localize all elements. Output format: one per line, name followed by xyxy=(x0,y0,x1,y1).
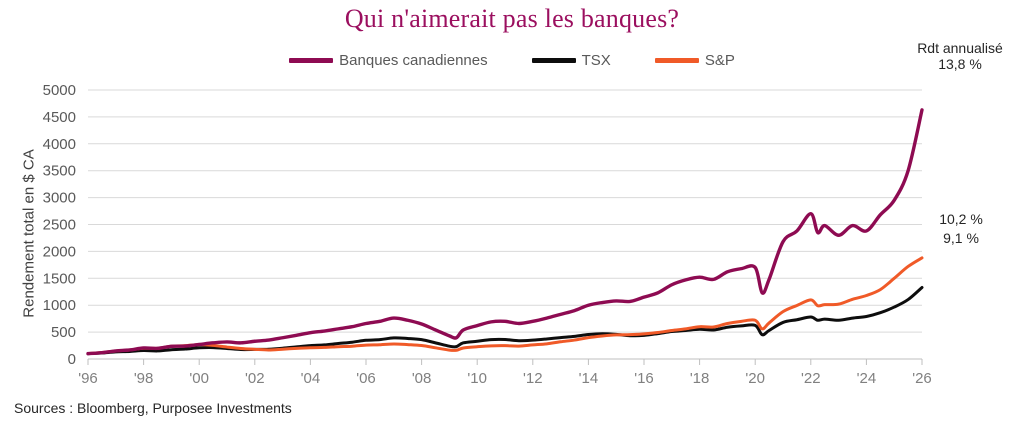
page-title: Qui n'aimerait pas les banques? xyxy=(344,4,680,33)
x-axis-tick-label: '14 xyxy=(579,370,599,387)
data-series-group xyxy=(86,108,924,356)
x-axis-tick-label: '10 xyxy=(467,370,487,387)
source-note: Sources : Bloomberg, Purposee Investment… xyxy=(14,400,292,416)
y-axis-tick-label: 3000 xyxy=(43,190,76,207)
x-axis-tick-label: '08 xyxy=(412,370,432,387)
y-axis-tick-labels: 0 500 1000 1500 2000 2500 3000 3500 4000 4500 5000 xyxy=(43,82,76,368)
y-axis-tick-label: 5000 xyxy=(43,82,76,99)
x-axis-tick-label: '04 xyxy=(301,370,321,387)
y-axis-tick-label: 0 xyxy=(68,351,76,368)
x-axis-tick-label: '06 xyxy=(356,370,376,387)
x-axis-tick-label: '00 xyxy=(189,370,209,387)
x-axis-tick-labels: '96 '98 '00 '02 '04 '06 '08 '10 '12 '14 '16 '18 '20 '… xyxy=(78,370,932,387)
y-axis-tick-label: 500 xyxy=(51,324,76,341)
y-axis-tick-label: 4500 xyxy=(43,109,76,126)
x-axis-tick-label: '16 xyxy=(634,370,654,387)
annualized-return-tsx: 9,1 % xyxy=(943,230,979,246)
x-axis-tick-label: '24 xyxy=(857,370,877,387)
x-axis-tick-label: '26 xyxy=(912,370,932,387)
annualized-return-banques: 13,8 % xyxy=(938,56,982,72)
annualized-return-side: 10,2 % 9,1 % xyxy=(916,210,1006,248)
y-axis-tick-label: 1500 xyxy=(43,270,76,287)
y-axis-tick-label: 2000 xyxy=(43,243,76,260)
x-axis-tick-label: '22 xyxy=(801,370,821,387)
x-axis-tick-label: '12 xyxy=(523,370,543,387)
y-axis-tick-label: 3500 xyxy=(43,163,76,180)
annualized-return-sp: 10,2 % xyxy=(939,211,983,227)
x-axis-tick-label: '02 xyxy=(245,370,265,387)
x-axis-tick-label: '96 xyxy=(78,370,98,387)
y-axis-tick-label: 2500 xyxy=(43,217,76,234)
series-line-banques-canadiennes xyxy=(86,108,924,356)
series-line-s-p xyxy=(86,256,924,356)
x-axis-tick-label: '98 xyxy=(134,370,154,387)
x-axis-tick-marks xyxy=(87,359,923,365)
y-axis-tick-label: 4000 xyxy=(43,136,76,153)
annualized-return-header: Rdt annualisé 13,8 % xyxy=(900,40,1020,72)
x-axis-tick-label: '20 xyxy=(745,370,765,387)
annualized-return-label: Rdt annualisé xyxy=(917,40,1003,56)
x-axis-tick-label: '18 xyxy=(690,370,710,387)
y-axis-tick-label: 1000 xyxy=(43,297,76,314)
